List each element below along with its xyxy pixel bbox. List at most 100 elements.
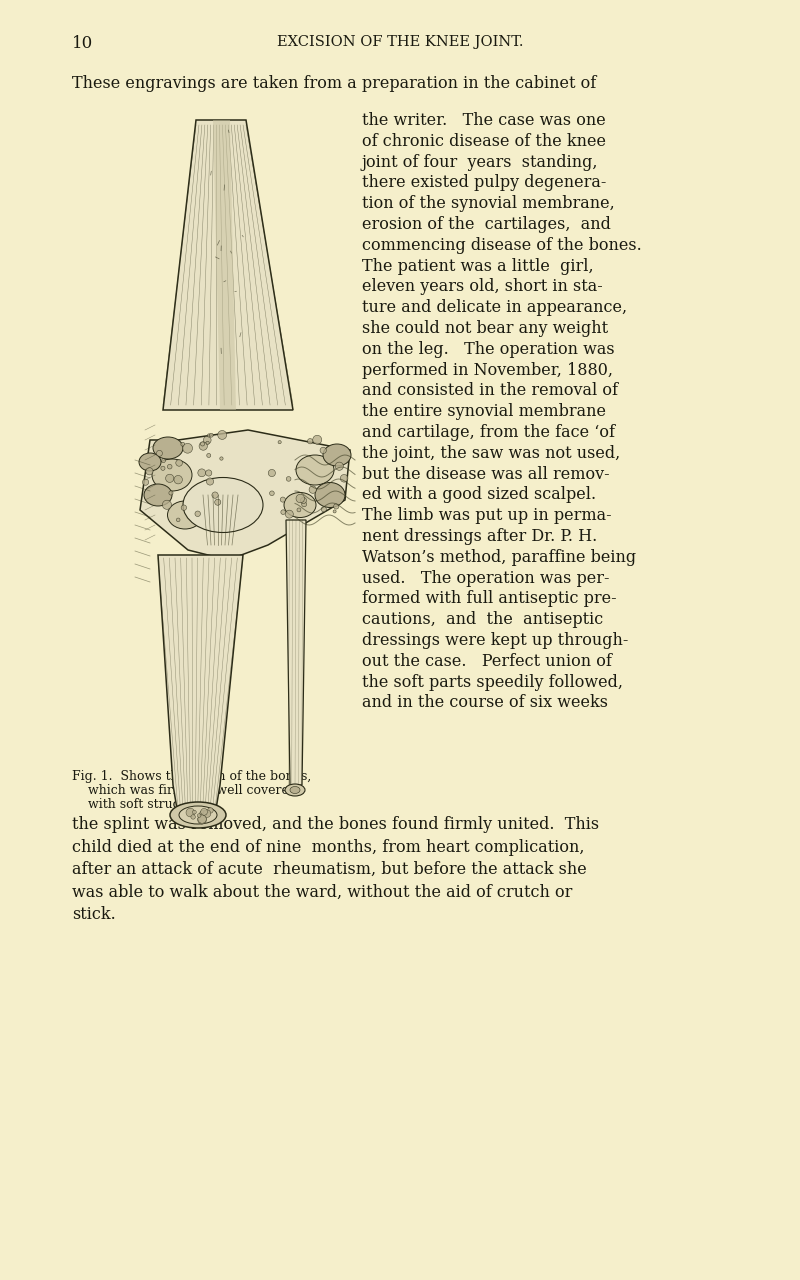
Ellipse shape (183, 477, 263, 532)
Circle shape (201, 809, 207, 815)
Text: but the disease was all remov-: but the disease was all remov- (362, 466, 610, 483)
Text: nent dressings after Dr. P. H.: nent dressings after Dr. P. H. (362, 527, 598, 545)
Text: the entire synovial membrane: the entire synovial membrane (362, 403, 606, 420)
Circle shape (162, 458, 166, 462)
Circle shape (218, 430, 226, 439)
Circle shape (176, 518, 180, 522)
Text: ed with a good sized scalpel.: ed with a good sized scalpel. (362, 486, 596, 503)
Circle shape (286, 476, 291, 481)
Circle shape (142, 479, 149, 485)
Circle shape (340, 475, 348, 483)
Circle shape (297, 508, 301, 512)
Circle shape (182, 443, 193, 453)
Circle shape (174, 475, 182, 484)
Circle shape (278, 440, 282, 444)
Circle shape (280, 497, 286, 502)
Circle shape (198, 468, 206, 476)
Polygon shape (140, 430, 350, 561)
Ellipse shape (315, 483, 345, 507)
Ellipse shape (296, 454, 334, 485)
Circle shape (203, 436, 211, 444)
Circle shape (333, 509, 336, 513)
Ellipse shape (285, 783, 305, 796)
Circle shape (181, 443, 185, 447)
Polygon shape (158, 556, 243, 815)
Text: 10: 10 (72, 35, 94, 52)
Text: The patient was a little  girl,: The patient was a little girl, (362, 257, 594, 275)
Ellipse shape (144, 484, 172, 506)
Ellipse shape (153, 436, 183, 460)
Text: and consisted in the removal of: and consisted in the removal of (362, 383, 618, 399)
Text: formed with full antiseptic pre-: formed with full antiseptic pre- (362, 590, 617, 608)
Circle shape (300, 498, 306, 503)
Circle shape (208, 808, 213, 813)
Polygon shape (163, 120, 293, 410)
Text: These engravings are taken from a preparation in the cabinet of: These engravings are taken from a prepar… (72, 76, 596, 92)
Text: the soft parts speedily followed,: the soft parts speedily followed, (362, 673, 623, 691)
Circle shape (203, 810, 210, 818)
Circle shape (207, 434, 210, 438)
Circle shape (198, 814, 206, 820)
Circle shape (186, 808, 194, 817)
Circle shape (212, 492, 218, 498)
Text: out the case.   Perfect union of: out the case. Perfect union of (362, 653, 612, 669)
Circle shape (335, 462, 343, 470)
Circle shape (169, 492, 173, 495)
Circle shape (313, 435, 322, 444)
Text: commencing disease of the bones.: commencing disease of the bones. (362, 237, 642, 253)
Text: stick.: stick. (72, 906, 116, 923)
Circle shape (302, 502, 306, 507)
Polygon shape (213, 120, 236, 410)
Text: and in the course of six weeks: and in the course of six weeks (362, 694, 608, 712)
Text: she could not bear any weight: she could not bear any weight (362, 320, 608, 337)
Text: the joint, the saw was not used,: the joint, the saw was not used, (362, 444, 620, 462)
Circle shape (195, 511, 201, 517)
Circle shape (210, 434, 214, 438)
Circle shape (206, 470, 212, 476)
Ellipse shape (139, 453, 161, 471)
Text: after an attack of acute  rheumatism, but before the attack she: after an attack of acute rheumatism, but… (72, 861, 586, 878)
Ellipse shape (152, 460, 192, 492)
Circle shape (181, 506, 186, 511)
Circle shape (220, 457, 223, 461)
Text: the splint was removed, and the bones found firmly united.  This: the splint was removed, and the bones fo… (72, 817, 599, 833)
Text: and cartilage, from the face ‘of: and cartilage, from the face ‘of (362, 424, 615, 442)
Circle shape (167, 465, 172, 468)
Circle shape (286, 511, 294, 518)
Text: dressings were kept up through-: dressings were kept up through- (362, 632, 628, 649)
Text: which was firm and well covered: which was firm and well covered (72, 783, 297, 797)
Circle shape (214, 499, 221, 506)
Text: the writer.   The case was one: the writer. The case was one (362, 111, 606, 129)
Circle shape (161, 466, 165, 470)
Text: was able to walk about the ward, without the aid of crutch or: was able to walk about the ward, without… (72, 883, 572, 901)
Text: child died at the end of nine  months, from heart complication,: child died at the end of nine months, fr… (72, 838, 585, 855)
Text: on the leg.   The operation was: on the leg. The operation was (362, 340, 614, 358)
Text: EXCISION OF THE KNEE JOINT.: EXCISION OF THE KNEE JOINT. (277, 35, 523, 49)
Circle shape (176, 460, 182, 466)
Circle shape (206, 442, 209, 444)
Circle shape (201, 442, 205, 445)
Text: ture and delicate in appearance,: ture and delicate in appearance, (362, 300, 627, 316)
Circle shape (198, 814, 201, 818)
Text: performed in November, 1880,: performed in November, 1880, (362, 361, 613, 379)
Text: with soft structures.: with soft structures. (72, 797, 216, 812)
Polygon shape (286, 520, 306, 785)
Text: eleven years old, short in sta-: eleven years old, short in sta- (362, 278, 602, 296)
Circle shape (198, 815, 206, 824)
Text: The limb was put up in perma-: The limb was put up in perma- (362, 507, 612, 525)
Circle shape (199, 442, 207, 451)
Ellipse shape (179, 806, 217, 824)
Circle shape (309, 486, 317, 493)
Circle shape (157, 451, 162, 456)
Text: there existed pulpy degenera-: there existed pulpy degenera- (362, 174, 606, 192)
Circle shape (191, 814, 195, 819)
Circle shape (322, 507, 326, 512)
Circle shape (206, 453, 210, 457)
Circle shape (268, 470, 275, 476)
Text: used.   The operation was per-: used. The operation was per- (362, 570, 610, 586)
Text: tion of the synovial membrane,: tion of the synovial membrane, (362, 195, 614, 212)
Text: joint of four  years  standing,: joint of four years standing, (362, 154, 598, 170)
Ellipse shape (170, 803, 226, 828)
Circle shape (296, 494, 305, 503)
Circle shape (198, 815, 206, 823)
